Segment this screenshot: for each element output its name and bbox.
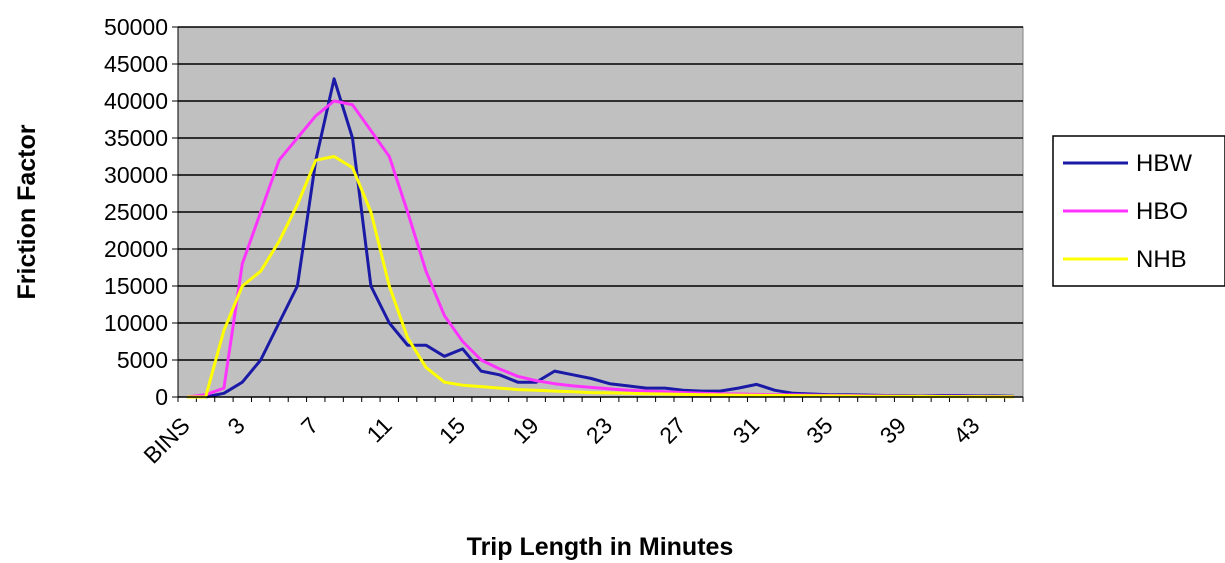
- x-tick-label: 19: [507, 412, 543, 448]
- x-tick-label: 15: [434, 412, 470, 448]
- y-tick-label: 0: [155, 384, 168, 410]
- y-tick-label: 40000: [104, 88, 168, 114]
- x-tick-label: 31: [728, 412, 764, 448]
- legend-label-hbw: HBW: [1136, 150, 1192, 177]
- y-tick-label: 10000: [104, 310, 168, 336]
- y-tick-label: 15000: [104, 273, 168, 299]
- y-tick-label: 25000: [104, 199, 168, 225]
- x-tick-label: 39: [875, 412, 911, 448]
- x-axis-title: Trip Length in Minutes: [467, 533, 734, 561]
- grid-lines: [178, 26, 1023, 361]
- y-tick-label: 5000: [117, 347, 168, 373]
- y-tick-label: 35000: [104, 125, 168, 151]
- x-tick-label: 3: [222, 412, 249, 439]
- legend: HBW HBO NHB: [1052, 135, 1225, 287]
- y-tick-label: 20000: [104, 236, 168, 262]
- legend-label-hbo: HBO: [1136, 198, 1188, 225]
- y-tick-label: 50000: [104, 14, 168, 40]
- x-tick-label: BINS: [138, 412, 194, 468]
- x-tick-label: 35: [801, 412, 837, 448]
- y-axis-ticks: 0 5000 10000 15000 20000 25000 30000 35000 40000…: [104, 14, 178, 410]
- legend-label-nhb: NHB: [1136, 246, 1187, 273]
- x-tick-label: 27: [654, 412, 690, 448]
- x-axis-ticks: BINS 3 7 11 15 19 23 27 31 35 39 43: [138, 397, 1024, 468]
- x-tick-label: 11: [362, 412, 397, 447]
- y-axis-title: Friction Factor: [13, 124, 41, 299]
- y-tick-label: 45000: [104, 51, 168, 77]
- y-tick-label: 30000: [104, 162, 168, 188]
- x-tick-label: 7: [296, 412, 323, 439]
- x-tick-label: 23: [581, 412, 617, 448]
- x-tick-label: 43: [948, 412, 984, 448]
